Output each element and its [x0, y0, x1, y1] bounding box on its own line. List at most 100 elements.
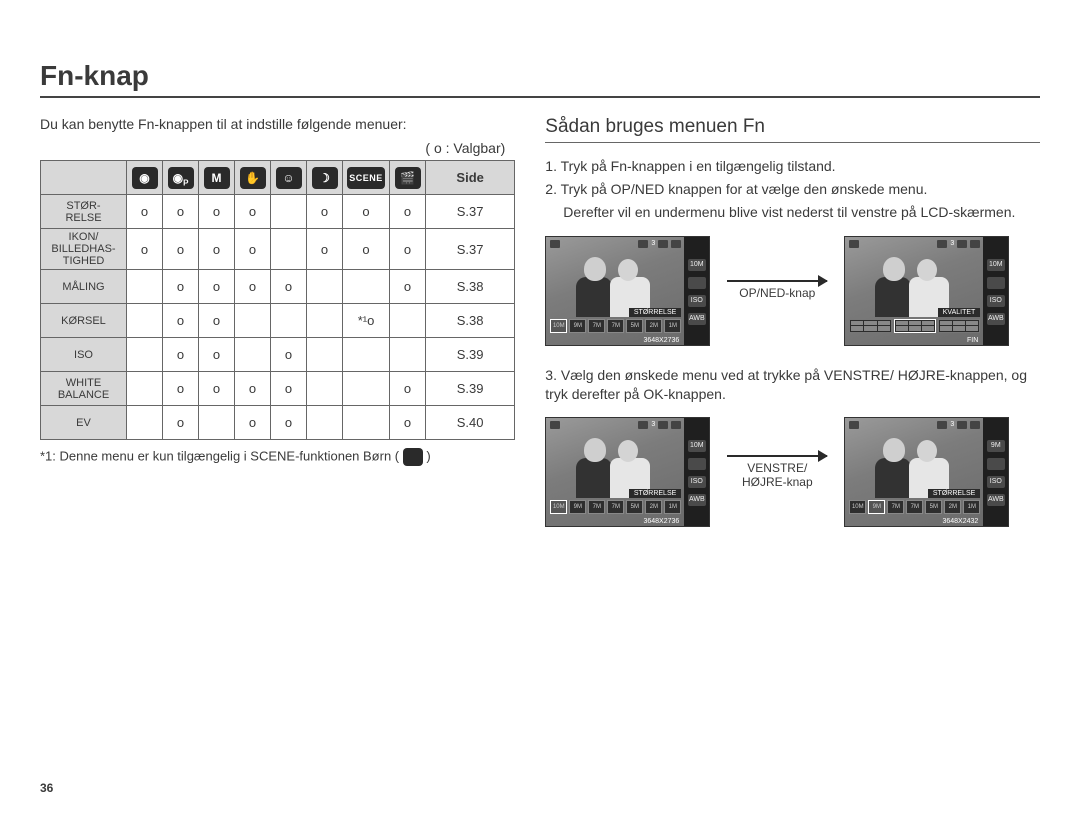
table-legend: ( o : Valgbar)	[40, 140, 515, 156]
step-2a: 2. Tryk på OP/NED knappen for at vælge d…	[545, 180, 1040, 199]
mode-icon-manual: M	[204, 167, 230, 189]
mode-cell: o	[235, 406, 271, 440]
mode-cell	[235, 304, 271, 338]
mode-cell: o	[235, 229, 271, 270]
mode-cell: o	[390, 195, 426, 229]
mode-cell: o	[271, 406, 307, 440]
mode-cell	[127, 338, 163, 372]
mode-cell	[235, 338, 271, 372]
mode-cell	[307, 338, 343, 372]
mode-cell: o	[390, 406, 426, 440]
mode-cell: o	[307, 195, 343, 229]
screens-row-1: 3 10M ISO AWB STØRRELSE 10M 9M 7M 7M 5M …	[545, 236, 1040, 346]
mode-cell: o	[390, 372, 426, 406]
page-ref: S.38	[426, 304, 515, 338]
lcd-menu-label-quality: KVALITET	[938, 308, 981, 317]
mode-cell: o	[127, 229, 163, 270]
table-footnote: *1: Denne menu er kun tilgængelig i SCEN…	[40, 448, 515, 466]
table-row: KØRSELoo*¹oS.38	[41, 304, 515, 338]
table-row: EVooooS.40	[41, 406, 515, 440]
mode-icon-movie: 🎬	[395, 167, 421, 189]
mode-cell: o	[163, 229, 199, 270]
row-label: EV	[41, 406, 127, 440]
arrow-label-2: VENSTRE/HØJRE-knap	[742, 461, 813, 490]
mode-cell	[127, 372, 163, 406]
mode-cell: o	[199, 229, 235, 270]
arrow-label-1: OP/NED-knap	[739, 286, 815, 300]
mode-cell: o	[199, 372, 235, 406]
mode-cell	[271, 195, 307, 229]
row-label: MÅLING	[41, 270, 127, 304]
mode-cell: o	[163, 195, 199, 229]
mode-cell	[307, 406, 343, 440]
mode-cell: o	[163, 270, 199, 304]
lcd-size-thumbs: 10M 9M 7M 7M 5M 2M 1M	[550, 319, 681, 333]
mode-cell: o	[271, 338, 307, 372]
lcd-menu-label: STØRRELSE	[629, 308, 681, 317]
lcd-screenshot-quality: 3 10M ISO AWB KVALITET FIN	[844, 236, 1009, 346]
mode-cell: o	[199, 270, 235, 304]
step-1: 1. Tryk på Fn-knappen i en tilgængelig t…	[545, 157, 1040, 176]
mode-cell: o	[163, 338, 199, 372]
step-3: 3. Vælg den ønskede menu ved at trykke p…	[545, 366, 1040, 404]
mode-cell: o	[199, 338, 235, 372]
table-row: WHITEBALANCEoooooS.39	[41, 372, 515, 406]
mode-cell	[271, 304, 307, 338]
page-ref: S.37	[426, 229, 515, 270]
camera-icon	[849, 240, 859, 248]
mode-cell	[390, 304, 426, 338]
mode-cell: o	[163, 406, 199, 440]
mode-icon-night: ☽	[312, 167, 338, 189]
row-label: ISO	[41, 338, 127, 372]
children-scene-icon	[403, 448, 423, 466]
subheading: Sådan bruges menuen Fn	[545, 116, 1040, 143]
fn-modes-table: ◉ ◉P M ✋ ☺ ☽ SCENE 🎬 Side STØR-RELSEoooo…	[40, 160, 515, 440]
mode-cell: o	[271, 372, 307, 406]
right-column: Sådan bruges menuen Fn 1. Tryk på Fn-kna…	[545, 116, 1040, 547]
mode-cell: o	[235, 195, 271, 229]
mode-cell: o	[163, 372, 199, 406]
screens-row-2: 3 10M ISO AWB STØRRELSE 10M 9M 7M 7M 5M …	[545, 417, 1040, 527]
mode-cell: o	[163, 304, 199, 338]
mode-cell	[127, 270, 163, 304]
arrow-icon	[727, 280, 827, 282]
mode-cell	[127, 406, 163, 440]
mode-cell: *¹o	[343, 304, 390, 338]
mode-cell: o	[235, 372, 271, 406]
arrow-icon	[727, 455, 827, 457]
lcd-quality-thumbs	[849, 319, 980, 333]
lcd-screenshot-size-3: 3 9M ISO AWB STØRRELSE 10M 9M 7M 7M 5M 2…	[844, 417, 1009, 527]
mode-cell	[307, 270, 343, 304]
mode-icon-auto: ◉	[132, 167, 158, 189]
mode-cell	[343, 406, 390, 440]
page-ref: S.38	[426, 270, 515, 304]
mode-cell: o	[390, 270, 426, 304]
mode-cell	[390, 338, 426, 372]
step-2b: Derefter vil en undermenu blive vist ned…	[545, 203, 1040, 222]
page-title: Fn-knap	[40, 60, 1040, 98]
mode-cell: o	[127, 195, 163, 229]
row-label: IKON/BILLEDHAS-TIGHED	[41, 229, 127, 270]
row-label: STØR-RELSE	[41, 195, 127, 229]
mode-cell: o	[390, 229, 426, 270]
camera-icon	[550, 240, 560, 248]
mode-cell: o	[343, 195, 390, 229]
mode-cell: o	[199, 304, 235, 338]
table-row: STØR-RELSEoooooooS.37	[41, 195, 515, 229]
row-label: WHITEBALANCE	[41, 372, 127, 406]
mode-cell	[307, 372, 343, 406]
mode-cell: o	[235, 270, 271, 304]
mode-cell: o	[199, 195, 235, 229]
mode-cell	[307, 304, 343, 338]
mode-icon-scene: SCENE	[347, 167, 385, 189]
mode-cell	[343, 338, 390, 372]
mode-cell	[199, 406, 235, 440]
lcd-quality-value: FIN	[967, 337, 978, 344]
mode-cell	[343, 372, 390, 406]
lcd-sidebar: 10M ISO AWB	[684, 237, 709, 346]
mode-cell: o	[307, 229, 343, 270]
mode-cell: o	[271, 270, 307, 304]
mode-cell	[271, 229, 307, 270]
page-ref: S.39	[426, 338, 515, 372]
table-row: MÅLINGoooooS.38	[41, 270, 515, 304]
